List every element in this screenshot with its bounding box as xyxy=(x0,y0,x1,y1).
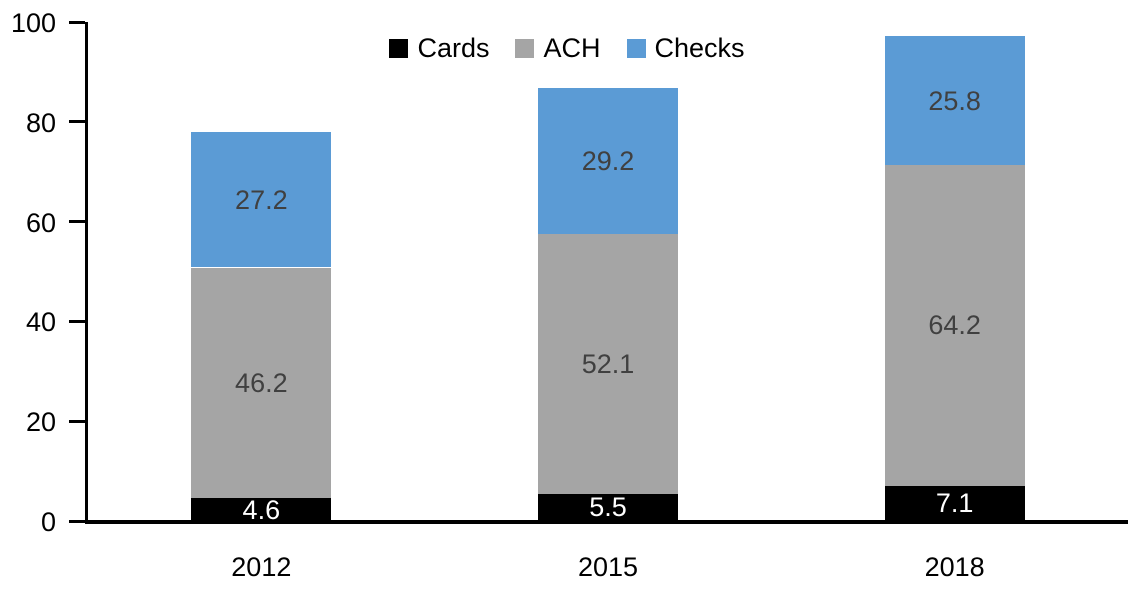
legend-label: ACH xyxy=(543,32,601,63)
y-axis-tick-label: 80 xyxy=(25,107,56,138)
x-axis-label: 2012 xyxy=(231,552,292,582)
legend-swatch-ach xyxy=(515,38,535,58)
bar-value-label: 5.5 xyxy=(589,492,627,523)
y-axis-tick-label: 0 xyxy=(40,507,56,537)
x-axis-label: 2015 xyxy=(577,552,639,582)
bar-value-label: 52.1 xyxy=(581,348,635,379)
legend-item-cards: Cards xyxy=(389,33,489,64)
bar-segment-ach-2018 xyxy=(884,165,1025,486)
y-axis-tick xyxy=(69,120,85,124)
bar-value-label: 46.2 xyxy=(235,367,288,398)
legend-swatch-checks xyxy=(626,38,646,58)
legend-swatch-cards xyxy=(389,38,409,58)
bar-value-label: 64.2 xyxy=(928,310,981,341)
bar-segment-checks-2015 xyxy=(538,87,678,234)
bar-segment-checks-2018 xyxy=(884,36,1025,166)
bar-segment-cards-2012 xyxy=(191,498,332,521)
y-axis-line xyxy=(85,22,88,524)
y-axis-tick-label: 60 xyxy=(25,207,56,238)
legend-label: Cards xyxy=(417,32,490,63)
bar-value-label: 4.6 xyxy=(242,494,281,525)
y-axis-tick xyxy=(69,20,85,24)
bar-value-label: 29.2 xyxy=(581,145,635,176)
x-axis-label: 2018 xyxy=(924,552,985,582)
bar-value-label: 27.2 xyxy=(235,184,288,215)
y-axis-tick-label: 100 xyxy=(10,8,56,38)
y-axis-tick-label: 20 xyxy=(25,407,56,438)
bar-segment-ach-2012 xyxy=(191,267,332,499)
y-axis-tick-label: 40 xyxy=(25,307,56,338)
bar-value-label: 7.1 xyxy=(935,488,974,519)
x-axis-line xyxy=(85,520,1128,524)
bar-segment-checks-2012 xyxy=(191,131,332,268)
y-axis-tick xyxy=(69,220,85,224)
bar-segment-cards-2018 xyxy=(884,485,1025,521)
bar-value-label: 25.8 xyxy=(928,85,981,116)
y-axis-tick xyxy=(69,419,85,423)
chart-legend: Cards ACH Checks xyxy=(0,33,1134,63)
y-axis-tick xyxy=(69,319,85,323)
legend-item-ach: ACH xyxy=(515,32,601,64)
legend-label: Checks xyxy=(654,32,745,63)
bar-segment-ach-2015 xyxy=(538,233,678,494)
legend-item-checks: Checks xyxy=(626,32,745,64)
y-axis-tick xyxy=(69,519,85,523)
bar-segment-cards-2015 xyxy=(538,493,678,521)
